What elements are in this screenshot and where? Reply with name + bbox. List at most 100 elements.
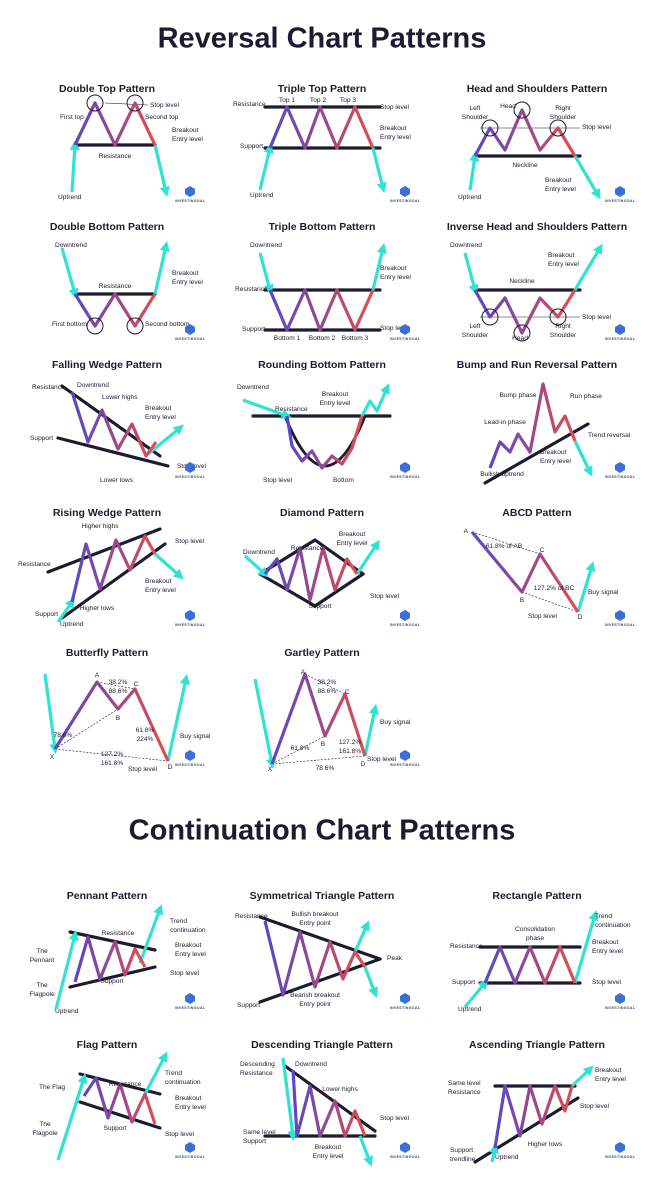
pattern-label: 88.6% [109, 688, 128, 695]
pattern-label: Lead-in phase [484, 419, 526, 426]
trend-arrow [143, 1051, 168, 1095]
pattern-label: First bottom [52, 321, 87, 328]
pattern-label: D [168, 764, 173, 771]
pattern-label: Bottom 1 [274, 335, 301, 342]
trend-arrow [153, 144, 170, 197]
price-zigzag [270, 672, 367, 765]
ratio-line [271, 755, 366, 765]
price-zigzag [488, 382, 577, 469]
pattern-card: Head and Shoulders Pattern Head Left Should… [458, 83, 636, 203]
trend-arrow [371, 147, 387, 193]
pattern-label: Uptrend [495, 1154, 519, 1161]
trend-arrow [355, 539, 380, 575]
brand-name: INVESTINGOAL [605, 199, 636, 203]
price-zigzag [493, 1084, 574, 1149]
pattern-label: 161.8% [101, 760, 124, 767]
pattern-label: Entry level [313, 1153, 344, 1160]
pattern-label: Downtrend [295, 1061, 327, 1068]
brand-logo [615, 1142, 625, 1153]
pattern-label: The [36, 982, 48, 989]
brand-name: INVESTINGOAL [175, 1006, 206, 1010]
pattern-label: Bottom [333, 477, 354, 484]
trend-arrow [56, 1073, 88, 1161]
pattern-label: Breakout [315, 1144, 342, 1151]
pattern-label: Entry level [320, 400, 351, 407]
brand-name: INVESTINGOAL [390, 475, 421, 479]
pattern-label: Downtrend [450, 242, 482, 249]
level-bar [258, 957, 382, 1004]
pattern-card: Triple Bottom Pattern Downtrend Breakout En… [235, 221, 420, 342]
pattern-title: Rounding Bottom Pattern [258, 359, 386, 371]
pattern-card: Bump and Run Reversal Pattern Bump phase R… [457, 359, 635, 485]
pattern-label: Entry level [175, 1104, 206, 1111]
guide-line [104, 102, 149, 106]
pattern-label: Pennant [30, 957, 55, 964]
price-zigzag [483, 945, 577, 985]
pattern-label: A [301, 669, 306, 676]
brand-logo [400, 1142, 410, 1153]
level-bar [60, 542, 167, 620]
pattern-label: Head [500, 103, 516, 110]
trend-arrow [56, 597, 75, 623]
pattern-label: X [50, 754, 55, 761]
pattern-label: B [321, 741, 326, 748]
pattern-label: phase [526, 935, 544, 942]
brand-name: INVESTINGOAL [175, 337, 206, 341]
pattern-label: 224% [137, 736, 154, 743]
pattern-label: Trend [170, 918, 187, 925]
pattern-card: Symmetrical Triangle Pattern Resistance Bu… [235, 890, 420, 1010]
pattern-label: Bullish breakout [292, 911, 339, 918]
pattern-label: Entry level [380, 134, 411, 141]
pattern-label: Stop level [380, 1115, 409, 1122]
pattern-label: Breakout [540, 449, 567, 456]
pattern-label: Support [242, 326, 265, 333]
price-zigzag [73, 101, 157, 147]
pattern-label: Entry point [299, 920, 331, 927]
pattern-label: 78.6% [316, 765, 335, 772]
pattern-label: Buy signal [180, 733, 211, 740]
pattern-title: Triple Top Pattern [278, 83, 366, 95]
pattern-label: Stop level [367, 756, 396, 763]
pattern-label: Entry level [145, 414, 176, 421]
trend-arrow [371, 243, 387, 291]
pattern-label: Breakout [145, 405, 172, 412]
pattern-label: continuation [165, 1079, 201, 1086]
level-bar [68, 930, 157, 952]
trend-arrow [146, 424, 184, 456]
price-zigzag [268, 105, 375, 150]
pattern-label: X [268, 766, 273, 773]
pattern-label: Consolidation [515, 926, 555, 933]
trend-arrow [463, 252, 479, 295]
brand-name: INVESTINGOAL [605, 1006, 636, 1010]
pattern-label: Shoulder [550, 332, 577, 339]
highlight-circle [86, 317, 104, 335]
pattern-label: 88.6% [318, 688, 337, 695]
pattern-card: ABCD Pattern A 61.8% of AB C B 127.2% of BC Bu… [464, 507, 636, 627]
brand-name: INVESTINGOAL [175, 763, 206, 767]
pattern-label: Shoulder [462, 114, 489, 121]
trend-arrow [253, 678, 277, 770]
pattern-label: Flagpole [29, 991, 55, 998]
pattern-label: Descending [240, 1061, 275, 1068]
pattern-label: The [36, 948, 48, 955]
pattern-label: Stop level [150, 102, 179, 109]
trend-arrow [43, 673, 60, 755]
pattern-label: 161.8% [339, 748, 362, 755]
brand-logo [615, 462, 625, 473]
pattern-label: Resistance [99, 283, 132, 290]
brand-logo [185, 324, 195, 335]
pattern-label: Breakout [145, 578, 172, 585]
pattern-label: Stop level [580, 1103, 609, 1110]
brand-name: INVESTINGOAL [390, 1155, 421, 1159]
pattern-label: Same level [243, 1129, 276, 1136]
pattern-label: D [578, 614, 583, 621]
brand-logo [615, 993, 625, 1004]
trend-arrow [468, 150, 480, 191]
pattern-label: Breakout [172, 270, 199, 277]
highlight-circle [126, 317, 144, 335]
brand-name: INVESTINGOAL [175, 623, 206, 627]
highlight-circle [549, 308, 567, 326]
brand-logo [185, 462, 195, 473]
highlight-circle [126, 94, 144, 112]
